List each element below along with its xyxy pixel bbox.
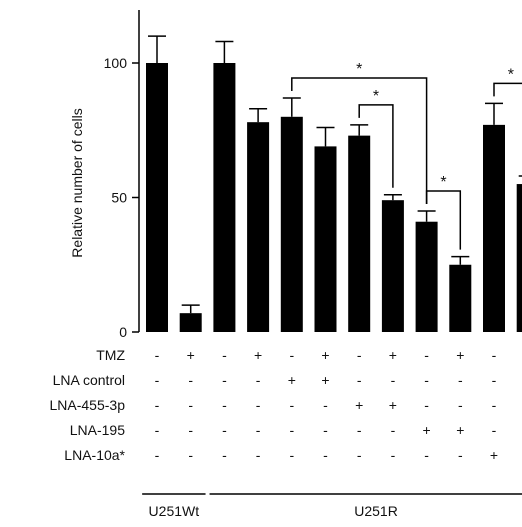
y-tick-label: 100	[104, 55, 128, 71]
cell-line-groups: U251Wt U251R	[142, 493, 522, 519]
bar	[415, 221, 438, 332]
condition-symbol: -	[391, 447, 396, 463]
condition-symbol: -	[188, 422, 193, 438]
bar	[179, 313, 202, 332]
bar	[348, 135, 371, 332]
condition-symbol: -	[256, 397, 261, 413]
condition-symbol: -	[458, 397, 463, 413]
condition-symbol: +	[321, 372, 329, 388]
condition-label: TMZ	[96, 347, 125, 363]
condition-symbol: -	[357, 347, 362, 363]
condition-symbol: -	[492, 422, 497, 438]
condition-symbol: -	[155, 397, 160, 413]
bar	[247, 122, 270, 333]
condition-symbol: -	[289, 447, 294, 463]
group-label: U251Wt	[149, 503, 200, 519]
condition-symbol: +	[187, 347, 195, 363]
y-tick-label: 0	[119, 324, 127, 340]
condition-symbol: -	[391, 372, 396, 388]
significance-bracket	[425, 190, 462, 250]
condition-label: LNA control	[53, 372, 125, 388]
chart-error-bars	[148, 35, 522, 314]
bar	[381, 200, 404, 332]
significance-bracket	[291, 77, 428, 204]
condition-symbol: -	[289, 397, 294, 413]
condition-symbol: -	[492, 372, 497, 388]
bar	[146, 63, 168, 332]
condition-symbol: -	[256, 447, 261, 463]
condition-symbol: +	[423, 422, 431, 438]
condition-symbol: -	[188, 372, 193, 388]
condition-symbol: -	[256, 422, 261, 438]
condition-table: TMZ - + - + - + - + - + - + LNA control - - - - + + - - - - - - LN…	[50, 347, 499, 463]
condition-symbol: -	[222, 447, 227, 463]
condition-symbol: +	[254, 347, 262, 363]
condition-symbol: -	[222, 372, 227, 388]
condition-symbol: -	[424, 372, 429, 388]
chart-axes: 0 50 100 Relative number of cells	[69, 10, 140, 340]
condition-symbol: -	[424, 347, 429, 363]
condition-symbol: -	[458, 447, 463, 463]
bar	[483, 124, 505, 333]
y-tick-label: 50	[111, 190, 127, 206]
condition-symbol: -	[155, 422, 160, 438]
significance-label: *	[508, 66, 514, 83]
condition-symbol: -	[222, 397, 227, 413]
condition-symbol: -	[424, 397, 429, 413]
significance-label: *	[356, 61, 362, 78]
condition-symbol: -	[323, 422, 328, 438]
condition-symbol: +	[389, 347, 397, 363]
condition-symbol: -	[492, 397, 497, 413]
condition-symbol: -	[357, 447, 362, 463]
condition-symbol: -	[289, 422, 294, 438]
condition-label: LNA-10a*	[64, 447, 125, 463]
condition-symbol: -	[188, 447, 193, 463]
significance-label: *	[440, 174, 446, 191]
bar	[280, 116, 303, 332]
chart-bars	[146, 63, 522, 333]
condition-symbol: -	[492, 347, 497, 363]
bar	[516, 184, 522, 332]
bar	[449, 264, 472, 332]
condition-symbol: -	[289, 347, 294, 363]
bar	[314, 146, 337, 332]
condition-symbol: -	[155, 347, 160, 363]
condition-symbol: -	[458, 372, 463, 388]
condition-symbol: -	[222, 347, 227, 363]
condition-symbol: -	[256, 372, 261, 388]
y-axis-label: Relative number of cells	[69, 108, 85, 257]
condition-symbol: +	[456, 347, 464, 363]
condition-symbol: -	[222, 422, 227, 438]
condition-symbol: -	[357, 372, 362, 388]
condition-symbol: +	[288, 372, 296, 388]
condition-symbol: +	[490, 447, 498, 463]
condition-symbol: -	[357, 422, 362, 438]
condition-symbol: +	[456, 422, 464, 438]
condition-symbol: +	[321, 347, 329, 363]
significance-brackets: * * * *	[291, 61, 522, 250]
condition-symbol: -	[323, 447, 328, 463]
condition-symbol: -	[155, 372, 160, 388]
condition-symbol: -	[424, 447, 429, 463]
group-label: U251R	[354, 503, 398, 519]
significance-label: *	[373, 88, 379, 105]
bar	[213, 63, 236, 332]
condition-symbol: +	[355, 397, 363, 413]
condition-symbol: -	[323, 397, 328, 413]
significance-bracket	[358, 104, 394, 188]
condition-symbol: -	[155, 447, 160, 463]
condition-label: LNA-455-3p	[50, 397, 126, 413]
condition-symbol: -	[188, 397, 193, 413]
condition-symbol: +	[389, 397, 397, 413]
condition-symbol: -	[391, 422, 396, 438]
condition-label: LNA-195	[70, 422, 125, 438]
significance-bracket	[493, 82, 522, 97]
